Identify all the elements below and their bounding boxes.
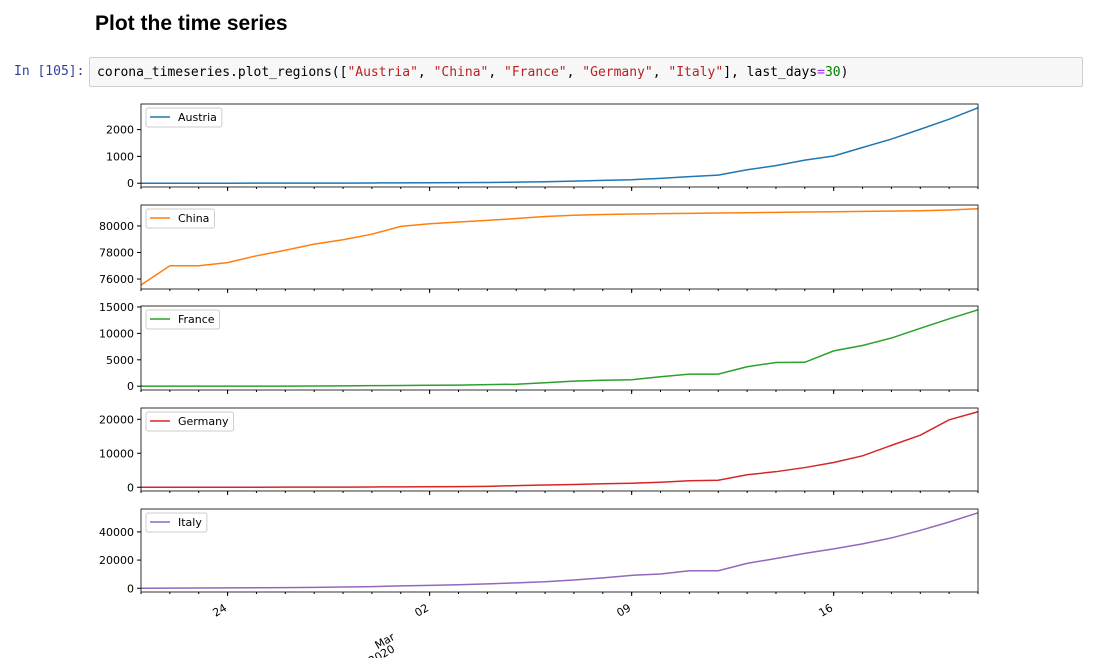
code-cell[interactable]: corona_timeseries.plot_regions(["Austria… <box>89 57 1083 87</box>
y-tick-label: 10000 <box>99 327 134 340</box>
code-string: "Germany" <box>582 65 653 80</box>
legend-box <box>145 512 208 533</box>
legend-box <box>145 107 223 128</box>
x-tick-label: 02 <box>412 601 431 619</box>
y-tick-label: 5000 <box>106 354 134 367</box>
code-number: 30 <box>824 65 841 80</box>
code-string: "Austria" <box>347 65 418 80</box>
legend: Germany <box>145 411 235 432</box>
x-tick-label: 24 <box>210 601 229 619</box>
legend-label: Austria <box>178 111 217 124</box>
y-tick-label: 0 <box>127 380 134 393</box>
y-tick-label: 76000 <box>99 273 134 286</box>
x-tick-label: 09 <box>615 601 634 619</box>
code-operator: = <box>817 65 825 80</box>
plot-frame <box>140 508 979 593</box>
y-tick-label: 1000 <box>106 150 134 163</box>
legend: Italy <box>145 512 208 533</box>
series-line <box>141 411 979 488</box>
legend-label: China <box>178 212 209 225</box>
plot-frame <box>140 103 979 188</box>
series-line <box>140 512 979 589</box>
code-token: , <box>417 65 434 80</box>
code-string: "Italy" <box>668 65 724 80</box>
y-tick-label: 0 <box>127 177 134 190</box>
y-tick-label: 80000 <box>99 220 134 233</box>
legend: China <box>145 208 215 229</box>
input-prompt: In [105]: <box>14 64 85 79</box>
plot-frame <box>140 204 979 290</box>
code-token: corona_timeseries.plot_regions([ <box>97 65 348 80</box>
code-token: ], last_days <box>723 65 818 80</box>
series-line <box>141 309 979 387</box>
code: corona_timeseries.plot_regions(["Austria… <box>97 65 848 80</box>
legend-box <box>145 208 215 229</box>
y-tick-label: 10000 <box>99 447 134 460</box>
code-token: , <box>488 65 505 80</box>
y-tick-label: 15000 <box>99 301 134 314</box>
y-tick-label: 0 <box>127 582 134 595</box>
plot-frame <box>140 305 979 391</box>
y-tick-label: 20000 <box>99 413 134 426</box>
code-string: "France" <box>504 65 567 80</box>
y-tick-label: 40000 <box>99 526 134 539</box>
code-string: "China" <box>433 65 489 80</box>
y-tick-label: 78000 <box>99 247 134 260</box>
legend-box <box>145 309 221 330</box>
legend-label: Italy <box>178 516 202 529</box>
section-heading: Plot the time series <box>95 12 288 35</box>
legend-label: France <box>178 313 215 326</box>
x-tick-label: 16 <box>817 601 836 619</box>
y-tick-label: 20000 <box>99 554 134 567</box>
legend: France <box>145 309 221 330</box>
code-token: , <box>566 65 583 80</box>
legend: Austria <box>145 107 223 128</box>
y-tick-label: 0 <box>127 481 134 494</box>
legend-label: Germany <box>178 415 229 428</box>
series-line <box>141 107 979 184</box>
series-line <box>140 208 979 286</box>
y-tick-label: 2000 <box>106 124 134 137</box>
code-token: , <box>652 65 669 80</box>
legend-box <box>145 411 235 432</box>
plot-frame <box>140 407 979 492</box>
code-token: ) <box>840 65 849 80</box>
